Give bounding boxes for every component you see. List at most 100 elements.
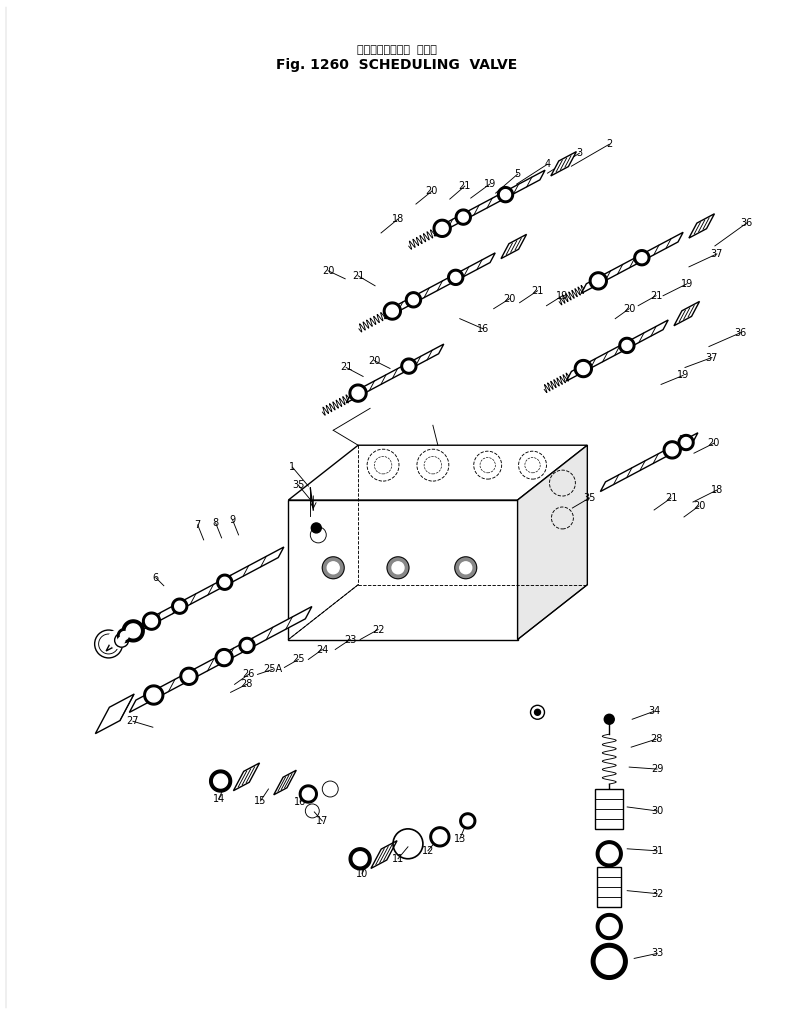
- Text: 31: 31: [651, 845, 663, 856]
- Polygon shape: [118, 628, 131, 642]
- Polygon shape: [663, 441, 681, 459]
- Polygon shape: [436, 222, 448, 234]
- Polygon shape: [592, 275, 604, 287]
- Polygon shape: [518, 446, 588, 639]
- Circle shape: [604, 715, 615, 725]
- Polygon shape: [433, 830, 447, 843]
- Polygon shape: [347, 344, 444, 403]
- Polygon shape: [433, 219, 451, 238]
- Text: 37: 37: [706, 352, 718, 362]
- Text: 28: 28: [650, 734, 662, 744]
- Polygon shape: [145, 615, 157, 627]
- Text: 20: 20: [623, 303, 635, 314]
- Circle shape: [460, 562, 471, 573]
- Text: 4: 4: [545, 159, 550, 170]
- Text: 27: 27: [126, 717, 139, 727]
- Text: 20: 20: [692, 501, 705, 511]
- Text: 20: 20: [322, 266, 335, 276]
- Polygon shape: [144, 685, 164, 705]
- Polygon shape: [302, 788, 314, 800]
- Polygon shape: [385, 253, 495, 319]
- Polygon shape: [183, 670, 195, 682]
- Polygon shape: [501, 190, 510, 200]
- Polygon shape: [122, 620, 144, 641]
- Polygon shape: [678, 434, 694, 451]
- Text: 23: 23: [344, 634, 356, 645]
- Polygon shape: [349, 384, 367, 402]
- Polygon shape: [596, 914, 622, 940]
- Polygon shape: [456, 209, 471, 225]
- Text: 13: 13: [454, 834, 466, 843]
- Polygon shape: [409, 294, 418, 304]
- Polygon shape: [401, 358, 417, 375]
- Text: Fig. 1260  SCHEDULING  VALVE: Fig. 1260 SCHEDULING VALVE: [277, 58, 518, 71]
- Text: 5: 5: [514, 170, 521, 180]
- Polygon shape: [107, 626, 132, 651]
- Polygon shape: [577, 362, 589, 375]
- Polygon shape: [498, 187, 514, 203]
- Text: 21: 21: [352, 271, 364, 281]
- Polygon shape: [458, 212, 468, 222]
- Polygon shape: [371, 840, 397, 869]
- Polygon shape: [575, 359, 592, 378]
- Polygon shape: [674, 301, 700, 326]
- Polygon shape: [175, 601, 184, 611]
- Polygon shape: [352, 387, 364, 399]
- Bar: [597, 867, 621, 906]
- Polygon shape: [219, 578, 230, 588]
- Text: 29: 29: [651, 764, 663, 774]
- Circle shape: [108, 630, 126, 649]
- Circle shape: [392, 562, 404, 573]
- Polygon shape: [689, 214, 715, 239]
- Polygon shape: [126, 624, 140, 637]
- Polygon shape: [434, 171, 545, 235]
- Text: 19: 19: [677, 370, 689, 381]
- Polygon shape: [300, 785, 317, 803]
- Circle shape: [312, 523, 321, 533]
- Polygon shape: [138, 547, 284, 632]
- Polygon shape: [349, 848, 371, 870]
- Text: 20: 20: [708, 438, 720, 449]
- Text: 16: 16: [294, 797, 306, 807]
- Text: 16: 16: [476, 324, 489, 334]
- Text: 20: 20: [503, 293, 516, 303]
- Text: 21: 21: [459, 181, 471, 191]
- Circle shape: [118, 636, 126, 645]
- Text: 36: 36: [735, 328, 747, 338]
- Text: 14: 14: [212, 794, 225, 804]
- Text: 18: 18: [392, 214, 404, 224]
- Text: 17: 17: [316, 816, 328, 826]
- Circle shape: [455, 557, 477, 579]
- Polygon shape: [451, 272, 460, 282]
- Polygon shape: [600, 918, 619, 936]
- Polygon shape: [353, 852, 367, 866]
- Polygon shape: [210, 770, 231, 792]
- Polygon shape: [142, 612, 161, 630]
- Polygon shape: [551, 151, 576, 176]
- Text: 2: 2: [606, 139, 612, 149]
- Polygon shape: [463, 816, 473, 826]
- Polygon shape: [637, 253, 647, 263]
- Text: 34: 34: [648, 706, 660, 717]
- Polygon shape: [172, 598, 188, 614]
- Text: 20: 20: [368, 355, 380, 365]
- Polygon shape: [460, 813, 475, 829]
- Text: 35: 35: [584, 493, 595, 503]
- Text: 19: 19: [483, 179, 496, 189]
- Text: 30: 30: [651, 806, 663, 816]
- Polygon shape: [218, 652, 230, 664]
- Text: 3: 3: [576, 148, 583, 158]
- Polygon shape: [622, 340, 632, 350]
- Text: 22: 22: [372, 624, 384, 634]
- Text: 8: 8: [212, 518, 219, 528]
- Polygon shape: [501, 234, 526, 259]
- Circle shape: [328, 562, 339, 573]
- Polygon shape: [383, 302, 401, 320]
- Polygon shape: [430, 827, 450, 847]
- Polygon shape: [214, 774, 227, 788]
- Polygon shape: [566, 320, 668, 381]
- Text: 26: 26: [242, 670, 254, 679]
- Polygon shape: [596, 840, 622, 867]
- Text: 32: 32: [651, 889, 663, 898]
- Polygon shape: [581, 232, 683, 293]
